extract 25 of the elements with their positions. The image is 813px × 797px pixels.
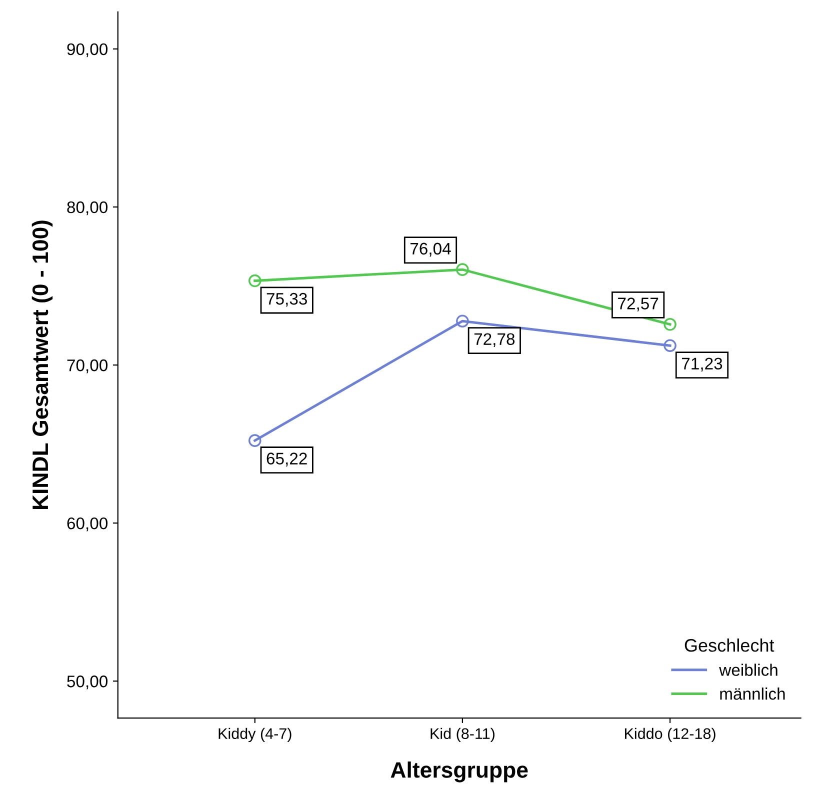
x-tick-label: Kiddo (12-18) bbox=[625, 728, 716, 742]
y-tick-label: 80,00 bbox=[67, 201, 108, 216]
point bbox=[664, 318, 676, 331]
y-tick-label: 50,00 bbox=[67, 676, 108, 690]
data-label: 75,33 bbox=[266, 292, 307, 307]
y-tick-label: 60,00 bbox=[67, 517, 108, 532]
legend-title: Geschlecht bbox=[684, 638, 774, 652]
y-tick-label: 90,00 bbox=[67, 43, 108, 58]
point bbox=[248, 434, 262, 447]
x-axis-title: Altersgruppe bbox=[390, 762, 528, 782]
point bbox=[664, 339, 676, 352]
y-axis-title: KINDL Gesamtwert (0 - 100) bbox=[32, 220, 53, 510]
data-label: 65,22 bbox=[266, 452, 307, 466]
data-label: 72,78 bbox=[474, 333, 515, 347]
legend-label: weiblich bbox=[719, 664, 778, 676]
data-label: 76,04 bbox=[410, 242, 451, 257]
data-label: 72,57 bbox=[618, 298, 658, 312]
point bbox=[456, 314, 469, 328]
x-tick-label: Kiddy (4-7) bbox=[218, 728, 292, 742]
point bbox=[456, 263, 469, 276]
point bbox=[248, 274, 262, 288]
x-tick-label: Kid (8-11) bbox=[430, 728, 494, 742]
data-label: 71,23 bbox=[682, 358, 722, 372]
y-tick-label: 70,00 bbox=[67, 359, 108, 374]
legend-label: männlich bbox=[720, 688, 785, 700]
